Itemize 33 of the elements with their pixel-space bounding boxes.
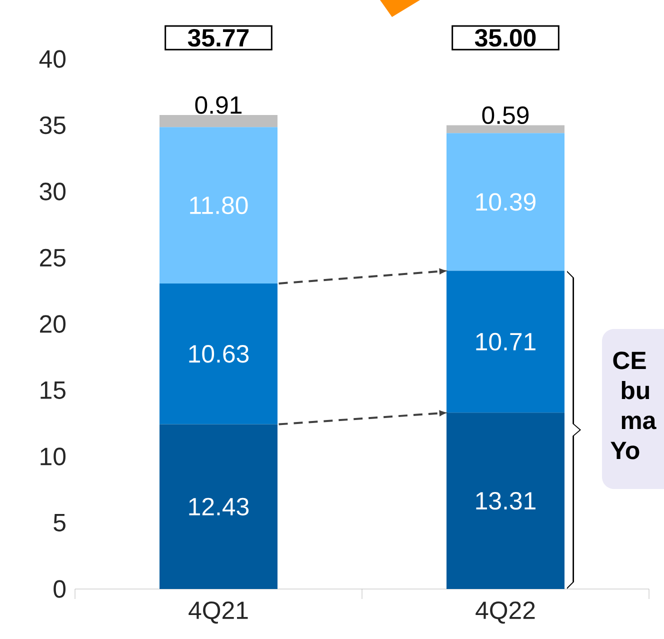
bar xyxy=(446,125,565,134)
data-label: 0.59 xyxy=(482,106,529,124)
y-tick-label: 0 xyxy=(54,580,66,598)
data-label: 11.80 xyxy=(190,196,248,214)
annotation: CE xyxy=(613,352,646,370)
bar xyxy=(160,283,278,424)
annotation: Yo xyxy=(610,442,640,460)
y-tick-label: 35 xyxy=(40,116,66,134)
y-tick-label: 5 xyxy=(54,514,66,532)
y-tick-label: 25 xyxy=(40,248,66,267)
total-label: 35.77 xyxy=(188,28,249,47)
data-label: 13.31 xyxy=(476,492,536,510)
x-tick-label: 4Q22 xyxy=(476,602,535,624)
y-tick-label: 15 xyxy=(40,382,66,399)
x-tick-label: 4Q21 xyxy=(188,602,248,624)
y-tick-label: 20 xyxy=(40,315,66,333)
annotation: ma xyxy=(622,416,656,430)
total-label: 35.00 xyxy=(474,28,536,47)
data-label: 10.39 xyxy=(476,193,536,211)
data-label: 12.43 xyxy=(189,498,249,516)
bar xyxy=(160,127,278,284)
data-label: 0.91 xyxy=(195,96,242,114)
y-tick-label: 30 xyxy=(40,182,66,200)
y-tick-label: 40 xyxy=(39,50,66,68)
bar xyxy=(446,412,565,589)
data-label: 10.63 xyxy=(189,345,249,363)
y-tick-label: 10 xyxy=(40,448,66,466)
annotation: bu xyxy=(622,380,650,400)
data-label: 10.71 xyxy=(476,332,536,351)
bar xyxy=(160,115,278,128)
bar xyxy=(446,270,565,413)
bar xyxy=(160,424,278,589)
bar xyxy=(446,133,565,271)
